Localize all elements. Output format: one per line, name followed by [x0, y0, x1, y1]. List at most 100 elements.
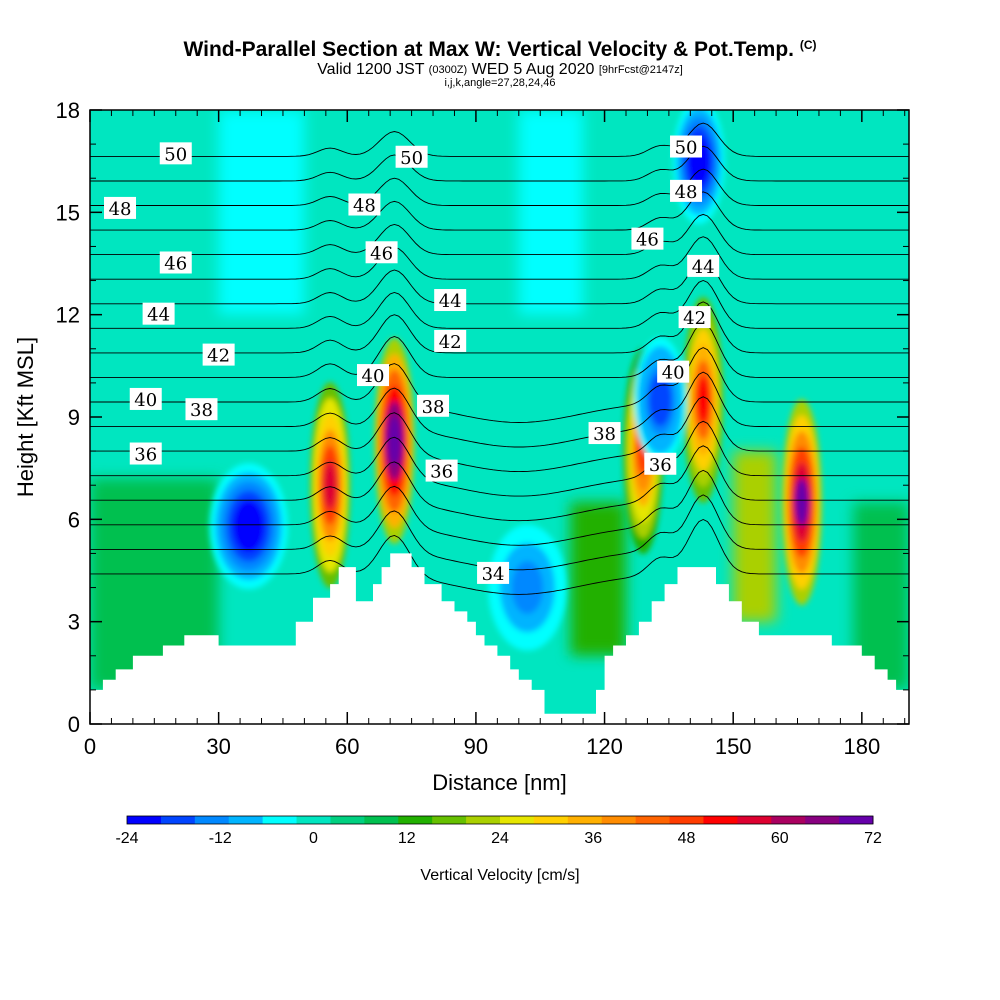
colorbar-label: Vertical Velocity [cm/s] [420, 867, 579, 884]
contour-label: 48 [104, 196, 137, 220]
contour-label: 36 [644, 452, 677, 476]
colorbar-swatch [262, 816, 298, 824]
forecast-info: [9hrFcst@2147z] [598, 64, 683, 76]
contour-label: 50 [670, 135, 703, 159]
contour-label-box [434, 329, 467, 352]
theta-contour [90, 258, 909, 305]
theta-contour [90, 122, 909, 157]
updraft-cell-4 [795, 478, 809, 527]
contour-label-text: 50 [400, 148, 423, 169]
theta-contours [90, 122, 909, 595]
contour-label-text: 46 [636, 230, 659, 251]
contour-label: 38 [417, 394, 450, 418]
contour-label: 40 [129, 387, 162, 411]
contour-label-text: 38 [422, 397, 445, 418]
contour-label-box [678, 306, 711, 329]
contour-label-box [417, 394, 450, 417]
contour-label: 42 [202, 343, 235, 367]
colorbar-swatch [669, 816, 704, 824]
x-tick-label: 90 [464, 734, 488, 759]
colorbar: -24 -12 0 12 24 36 48 60 72 Vertical Velocity [cm… [115, 815, 882, 884]
colorbar-tick-label: 72 [864, 830, 882, 847]
x-tick-label: 60 [335, 734, 359, 759]
contour-label-box [129, 387, 162, 410]
contour-label: 36 [425, 459, 458, 483]
contour-label-box [434, 289, 467, 312]
contour-labels: 50 50 50 48 48 48 46 46 46 44 44 44 42 42 42 40 40 40 38 38… [104, 135, 720, 585]
contour-label-box [202, 343, 235, 366]
x-tick-label: 30 [206, 734, 230, 759]
theta-contour [90, 518, 909, 595]
colorbar-swatch [228, 816, 264, 824]
y-tick-label: 0 [68, 712, 80, 737]
contour-label-text: 42 [207, 346, 230, 367]
contour-label-text: 44 [439, 291, 462, 312]
field-patch [518, 110, 584, 315]
contour-label-box [142, 302, 175, 325]
contour-label-box [159, 251, 192, 274]
colorbar-tick-label: 12 [398, 830, 416, 847]
colorbar-swatch [601, 816, 637, 824]
downdraft-cell-7 [652, 382, 668, 418]
contour-label-box [588, 422, 621, 445]
downdraft-cell-5 [238, 508, 259, 544]
contour-label: 48 [348, 193, 381, 217]
contour-label-box [159, 142, 192, 165]
contour-label-box [365, 241, 398, 264]
colorbar-tick-label: 24 [491, 830, 509, 847]
contour-label-text: 48 [675, 182, 698, 203]
updraft-cell-3 [696, 376, 710, 424]
title-main: Wind-Parallel Section at Max W: Vertical… [183, 38, 794, 61]
y-tick-label: 18 [56, 98, 80, 123]
contour-label-text: 42 [683, 308, 706, 329]
colorbar-swatch [432, 816, 467, 824]
contour-label-text: 36 [649, 455, 672, 476]
colorbar-swatch [703, 816, 738, 824]
colorbar-swatch [771, 816, 806, 824]
contour-label: 40 [357, 364, 390, 387]
colorbar-tick-label: -12 [209, 830, 232, 847]
contour-label-box [657, 360, 690, 383]
contour-label-box [425, 459, 458, 482]
colorbar-swatch [500, 816, 535, 824]
contour-label: 44 [142, 302, 175, 326]
contour-label: 44 [434, 289, 467, 312]
y-tick-label: 15 [56, 200, 80, 225]
colorbar-swatch [805, 816, 840, 824]
y-tick-label: 3 [68, 610, 80, 635]
contour-label: 42 [678, 306, 711, 329]
contour-label-text: 36 [430, 462, 453, 483]
chart-title: Wind-Parallel Section at Max W: Vertical… [0, 38, 1000, 62]
contour-label-text: 40 [362, 366, 385, 387]
theta-contour [90, 236, 909, 280]
colorbar-tick-label: 60 [771, 830, 789, 847]
contour-label: 46 [365, 241, 398, 264]
contour-label-text: 34 [482, 564, 505, 585]
colorbar-tick-label: 0 [309, 830, 318, 847]
contour-label-text: 46 [164, 254, 187, 275]
theta-contour [90, 168, 909, 206]
x-tick-label: 0 [84, 734, 96, 759]
contour-label-text: 50 [675, 138, 698, 159]
contour-label: 38 [588, 422, 621, 445]
contour-label-box [687, 254, 720, 277]
field-patch [218, 110, 305, 315]
theta-contour [90, 280, 909, 329]
contour-label-box [357, 364, 390, 387]
y-axis-label: Height [Kft MSL] [13, 337, 38, 497]
colorbar-swatch [330, 816, 365, 824]
contour-label-text: 40 [662, 363, 685, 384]
colorbar-tick-label: 36 [584, 830, 602, 847]
colorbar-tick-label: 48 [678, 830, 696, 847]
y-tick-label: 6 [68, 507, 80, 532]
colorbar-swatch [533, 816, 569, 824]
contour-label-text: 46 [370, 243, 393, 264]
contour-label-box [129, 442, 162, 465]
colorbar-swatch [127, 816, 162, 824]
valid-time: Valid 1200 JST [317, 61, 425, 78]
contour-label-text: 36 [134, 445, 157, 466]
contour-label-text: 44 [692, 257, 715, 278]
field-patch [733, 451, 777, 622]
contour-label: 50 [159, 142, 192, 165]
